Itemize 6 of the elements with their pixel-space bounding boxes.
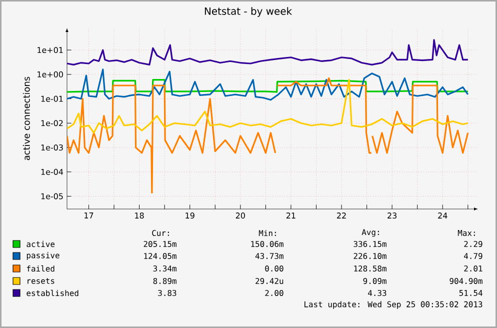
line-series	[67, 68, 469, 101]
y-axis-title: active connections	[22, 76, 30, 160]
line-series	[67, 39, 469, 66]
chart-title: Netstat - by week	[204, 7, 292, 17]
line-series	[67, 79, 469, 93]
line-series	[67, 79, 469, 134]
